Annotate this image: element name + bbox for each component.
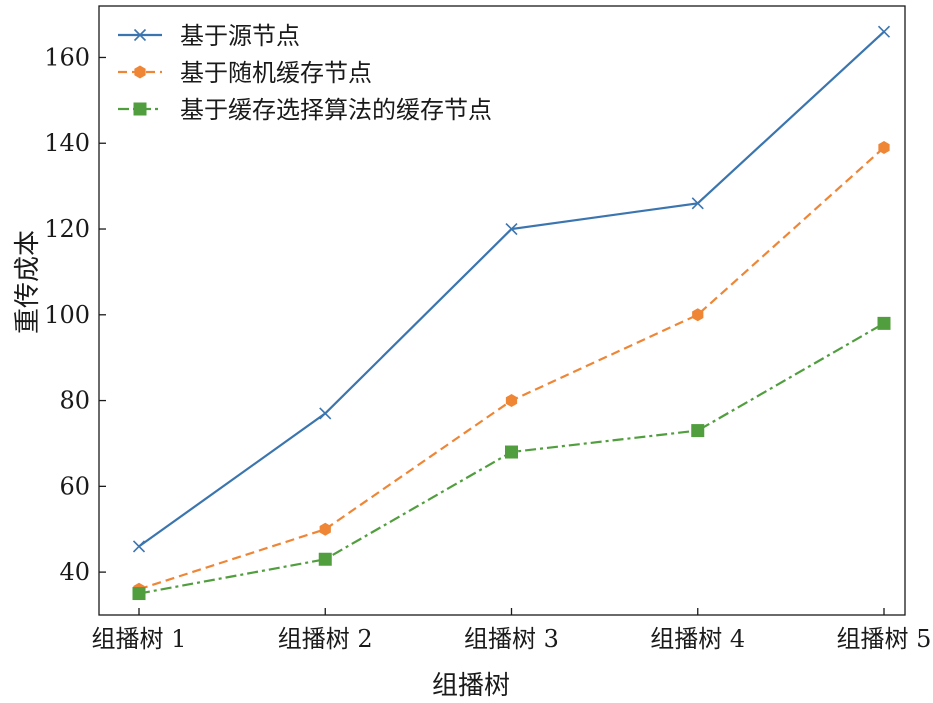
series-3 — [132, 316, 891, 601]
data-point — [505, 445, 518, 459]
y-tick-label: 140 — [44, 129, 90, 157]
y-tick-label: 160 — [44, 43, 90, 71]
data-point — [319, 522, 331, 536]
x-tick-label: 组播树 3 — [464, 625, 559, 653]
y-tick-label: 60 — [59, 472, 90, 500]
legend-item: 基于随机缓存节点 — [118, 59, 372, 87]
legend-label: 基于源节点 — [180, 22, 300, 50]
data-point — [877, 25, 891, 38]
y-tick-label: 100 — [44, 301, 90, 329]
x-tick-label: 组播树 2 — [278, 625, 373, 653]
y-axis: 40 60 80 100 120 140 160 — [44, 43, 106, 586]
x-tick-label: 组播树 4 — [650, 625, 745, 653]
data-point — [878, 141, 890, 155]
data-point — [692, 308, 704, 322]
legend-item: 基于缓存选择算法的缓存节点 — [118, 96, 492, 124]
y-axis-label: 重传成本 — [13, 230, 43, 334]
data-point — [877, 316, 891, 330]
series-line — [138, 146, 885, 591]
data-point — [505, 222, 518, 236]
legend-label: 基于缓存选择算法的缓存节点 — [180, 96, 492, 124]
data-point — [132, 587, 146, 601]
data-point — [319, 407, 332, 420]
x-axis: 组播树 1 组播树 2 组播树 3 组播树 4 组播树 5 — [92, 608, 932, 653]
x-axis-label: 组播树 — [432, 671, 510, 701]
data-point — [691, 197, 704, 210]
series-1 — [132, 25, 891, 553]
data-point — [132, 540, 146, 553]
x-tick-label: 组播树 1 — [92, 625, 187, 653]
y-tick-label: 40 — [59, 558, 90, 586]
legend-marker — [133, 28, 147, 42]
legend-marker — [133, 102, 147, 116]
y-tick-label: 120 — [44, 215, 90, 243]
data-point — [691, 424, 705, 438]
legend-item: 基于源节点 — [118, 22, 300, 50]
plot-frame — [98, 5, 906, 616]
y-tick-label: 80 — [59, 387, 90, 415]
series-2 — [133, 141, 890, 596]
legend-label: 基于随机缓存节点 — [180, 59, 372, 87]
x-tick-label: 组播树 5 — [837, 625, 932, 653]
data-point — [505, 394, 518, 408]
series-layer — [132, 25, 891, 601]
data-point — [318, 552, 332, 566]
legend-marker — [134, 65, 146, 79]
